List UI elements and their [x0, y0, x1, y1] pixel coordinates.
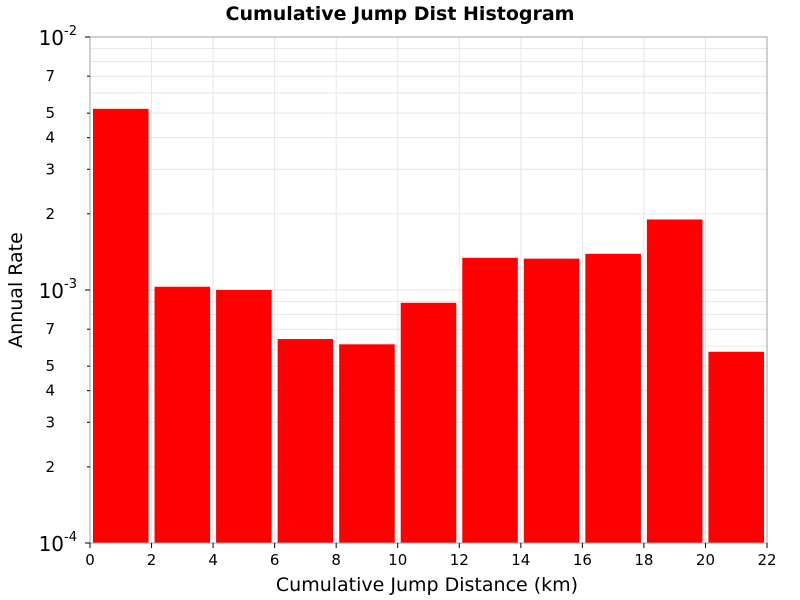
y-axis-label: Annual Rate	[5, 232, 27, 348]
x-tick-label: 6	[270, 551, 280, 569]
histogram-bar	[216, 290, 272, 543]
y-decade-base: 10	[39, 26, 64, 50]
x-tick-label: 4	[208, 551, 218, 569]
bars	[93, 108, 764, 544]
x-tick-label: 0	[85, 551, 95, 569]
histogram-bar	[585, 253, 641, 543]
histogram-bar	[154, 286, 211, 543]
x-tick-label: 10	[388, 551, 407, 569]
y-minor-label: 2	[45, 205, 55, 223]
histogram-bar	[708, 351, 764, 543]
x-axis-label: Cumulative Jump Distance (km)	[276, 574, 578, 596]
y-decade-exponent: -3	[64, 277, 77, 292]
y-minor-label: 4	[45, 382, 55, 400]
histogram-bar	[462, 257, 518, 543]
x-axis-ticks: 0 2 4 6 8 10 12 14 16 18 20 22	[85, 543, 777, 569]
y-decade-base: 10	[39, 279, 64, 303]
y-minor-label: 3	[45, 160, 55, 178]
histogram-bar	[523, 258, 580, 543]
histogram-bar	[646, 219, 703, 543]
histogram-bar	[277, 339, 334, 543]
y-decade-label: 10-2	[39, 24, 77, 50]
y-decade-label: 10-4	[39, 530, 77, 556]
y-minor-label: 5	[45, 357, 55, 375]
x-tick-label: 16	[573, 551, 592, 569]
x-tick-label: 18	[634, 551, 653, 569]
x-tick-label: 12	[450, 551, 469, 569]
y-minor-label: 4	[45, 129, 55, 147]
x-tick-label: 2	[147, 551, 157, 569]
histogram-bar	[339, 344, 395, 543]
x-tick-label: 8	[331, 551, 341, 569]
y-minor-label: 3	[45, 413, 55, 431]
y-decade-exponent: -2	[64, 24, 77, 39]
y-decade-exponent: -4	[64, 530, 77, 545]
histogram-bar	[93, 108, 149, 544]
x-tick-label: 14	[511, 551, 530, 569]
x-tick-label: 22	[757, 551, 776, 569]
y-minor-label: 7	[45, 67, 55, 85]
y-minor-label: 5	[45, 104, 55, 122]
y-decade-base: 10	[39, 532, 64, 556]
histogram-bar	[400, 302, 457, 543]
y-decade-label: 10-3	[39, 277, 77, 303]
y-minor-label: 7	[45, 320, 55, 338]
y-minor-label: 2	[45, 458, 55, 476]
x-tick-label: 20	[696, 551, 715, 569]
chart-title: Cumulative Jump Dist Histogram	[226, 3, 575, 25]
